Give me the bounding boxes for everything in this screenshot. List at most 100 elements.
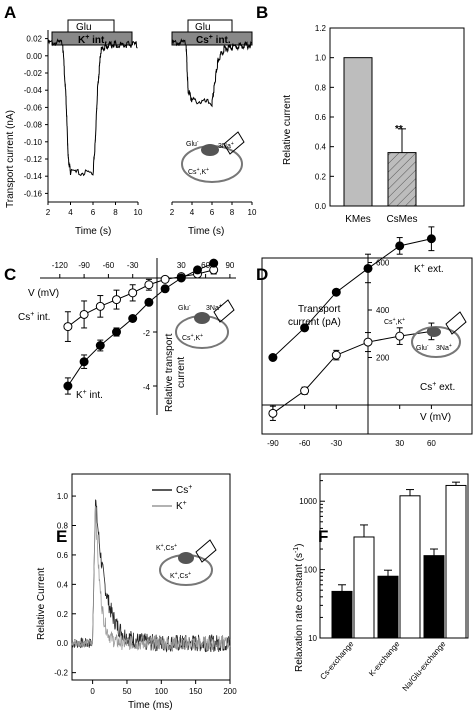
panel-d-point-cs — [300, 386, 310, 396]
panel-e-trace-k — [71, 506, 231, 651]
panel-d-point-k — [426, 234, 436, 244]
schematic-c-na: 3Na+ — [206, 303, 222, 312]
panel-c-point-cs — [160, 274, 170, 284]
panel-label-a: A — [4, 3, 16, 22]
panel-b-xlabels: KMes CsMes — [345, 214, 417, 225]
panel-e-ytick-label: 0.0 — [57, 639, 69, 648]
panel-a-xticks: 2 4 6 8 10 2 4 6 8 10 — [46, 202, 257, 217]
k-int-bar — [51, 31, 133, 46]
panel-a-xtick-label-2: 4 — [190, 208, 195, 217]
panel-c-point-k — [79, 357, 89, 367]
panel-f-ytick-label: 1000 — [299, 497, 317, 506]
glu-bar-2-label: Glu — [195, 22, 211, 33]
panel-a-yticks: 0.02 0.00 -0.02 -0.04 -0.06 -0.08 -0.10 -0.12 -0… — [24, 35, 48, 198]
panel-a-ytick-label: -0.08 — [24, 121, 43, 130]
panel-f-bar-open — [445, 484, 467, 639]
panel-e: Relative Current -0.20.00.20.40.60.81.0 … — [36, 473, 237, 711]
schematic-d-glu: Glu- — [416, 343, 429, 352]
panel-c-xtick-label: 60 — [201, 261, 210, 270]
panel-e-ytick-label: 0.8 — [57, 522, 69, 531]
panel-c-cs-label: Cs+ int. — [18, 311, 50, 323]
panel-d-ylabel: Transport — [298, 304, 341, 315]
panel-a-xtick-label-2: 2 — [170, 208, 175, 217]
schematic-d: Cs+,K+ Glu- 3Na+ — [384, 311, 467, 358]
panel-f-bar-filled — [377, 575, 399, 639]
panel-c-point-k — [63, 381, 73, 391]
schematic-d-na: 3Na+ — [436, 343, 452, 352]
panel-a: Transport current (nA) 0.02 0.00 -0.02 -0.0… — [5, 19, 257, 237]
panel-d-cs-label: Cs+ ext. — [420, 381, 455, 393]
panel-c-ylabel2: current — [176, 357, 187, 388]
panel-d-point-cs — [395, 331, 405, 341]
panel-e-xtick-label: 150 — [189, 687, 203, 696]
panel-f-ytick-label: 10 — [308, 634, 317, 643]
schematic-c: Glu- 3Na+ Cs+,K+ — [175, 299, 235, 349]
panel-c-line-k — [67, 262, 214, 387]
panel-c-xtick-label: -30 — [127, 261, 139, 270]
panel-c-xlabel: V (mV) — [28, 288, 59, 299]
panel-d-ytick-label: 600 — [376, 259, 390, 268]
panel-f-bar-open — [353, 536, 375, 639]
cs-int-label: Cs+ int. — [196, 34, 231, 46]
panel-c-xticks: -120 -90 -60 -30 30 60 90 — [52, 261, 235, 278]
panel-d-point-cs — [331, 350, 341, 360]
schematic-e-kcs-top: K+,Cs+ — [156, 543, 177, 552]
legend-cs-label: Cs+ — [176, 484, 192, 496]
panel-d-point-k — [363, 263, 373, 273]
panel-d-xlabel: V (mV) — [420, 412, 451, 423]
panel-f-yticks: 10 100 1000 — [299, 480, 325, 643]
panel-e-frame — [71, 473, 231, 681]
panel-e-ytick-label: 0.6 — [57, 551, 69, 560]
panel-f-xlabel: K-exchange — [367, 639, 402, 678]
panel-f-ytick-label: 100 — [304, 566, 318, 575]
panel-f-xlabel: Na/Glu-exchange — [401, 639, 448, 693]
panel-b-ytick-label: 1.0 — [315, 54, 327, 63]
panel-d-point-cs — [363, 337, 373, 347]
panel-d: -90 -60 -30 30 60 200 400 600 Transport curren… — [261, 226, 473, 448]
panel-b-ytick-label: 0.0 — [315, 202, 327, 211]
panel-b: Relative current 0.0 0.2 0.4 0.6 0.8 1.0 1.2 K… — [282, 24, 465, 225]
glu-bar-1-label: Glu — [76, 22, 92, 33]
panel-c: -120 -90 -60 -30 30 60 90 -2 -4 V (mV) Relative… — [18, 258, 236, 415]
panel-d-k-label: K+ ext. — [414, 263, 444, 275]
panel-e-ytick-label: 0.2 — [57, 610, 69, 619]
panel-label-c: C — [4, 265, 16, 284]
panel-c-point-k — [95, 341, 105, 350]
panel-f-bars — [331, 481, 467, 639]
panel-c-xtick-label: -60 — [103, 261, 115, 270]
panel-d-ytick-label: 400 — [376, 306, 390, 315]
schematic-c-glu: Glu- — [178, 303, 191, 312]
panel-d-ytick-label: 200 — [376, 354, 390, 363]
panel-c-line-cs — [67, 269, 214, 327]
panel-a-trace-cs — [171, 38, 253, 108]
panel-a-ytick-label: -0.12 — [24, 155, 43, 164]
panel-c-point-k — [160, 284, 170, 294]
panel-a-xtick-label-1: 6 — [91, 208, 96, 217]
panel-c-point-cs — [144, 280, 154, 290]
panel-label-e: E — [56, 527, 67, 546]
schematic-a-na: 3Na+ — [218, 141, 234, 150]
panel-a-ytick-label: -0.10 — [24, 138, 43, 147]
panel-d-xtick-label: -60 — [299, 439, 311, 448]
panel-b-bars — [343, 57, 417, 207]
panel-d-xtick-label: -30 — [331, 439, 343, 448]
panel-d-xtick-label: -90 — [267, 439, 279, 448]
panel-c-point-cs — [95, 301, 105, 311]
panel-e-xlabel: Time (ms) — [128, 700, 173, 711]
panel-e-ytick-label: 0.4 — [57, 580, 69, 589]
panel-f-bar-open — [399, 495, 421, 639]
panel-d-yticks: 200 400 600 — [368, 259, 390, 363]
panel-e-xtick-label: 50 — [123, 687, 132, 696]
panel-a-xtick-label-1: 8 — [113, 208, 118, 217]
panel-f-bar-filled — [331, 590, 353, 639]
panel-f: Relaxation rate constant (s-1) 10 100 1000… — [293, 473, 469, 693]
panel-c-point-k — [193, 265, 202, 275]
schematic-a-csk: Cs+,K+ — [188, 167, 209, 176]
panel-c-point-k — [144, 297, 154, 307]
panel-b-significance: ** — [395, 124, 403, 135]
panel-c-xtick-label: -120 — [52, 261, 69, 270]
panel-c-xtick-label: 30 — [177, 261, 186, 270]
cs-int-bar — [171, 31, 253, 46]
panel-e-ytick-label: 1.0 — [57, 492, 69, 501]
